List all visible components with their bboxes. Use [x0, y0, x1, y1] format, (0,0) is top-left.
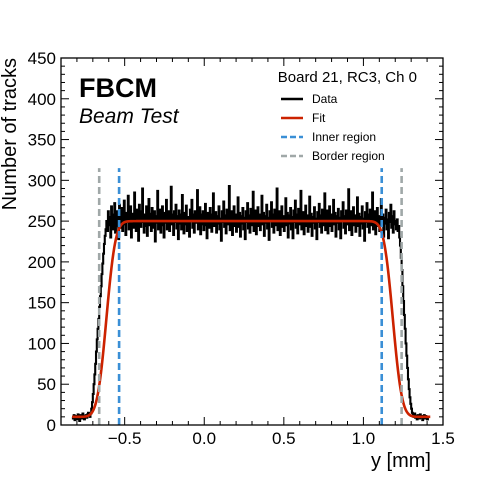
x-tick-label: −0.5 — [108, 429, 142, 448]
axis-tick-labels: −0.5 0.0 0.5 1.0 1.5 0 50 100 150 200 250 300 350 400… — [28, 49, 455, 448]
y-tick-label: 400 — [28, 90, 56, 109]
x-tick-label: 1.5 — [431, 429, 455, 448]
x-tick-label: 1.0 — [352, 429, 376, 448]
legend-label: Fit — [312, 111, 326, 125]
y-tick-label: 50 — [37, 375, 56, 394]
y-tick-label: 350 — [28, 131, 56, 150]
y-axis-label: Number of tracks — [0, 58, 21, 210]
legend-label: Inner region — [312, 130, 376, 144]
y-tick-label: 250 — [28, 212, 56, 231]
plot-content — [71, 168, 431, 425]
legend: Data Fit Inner region Border region — [281, 92, 385, 163]
y-tick-label: 450 — [28, 49, 56, 68]
legend-label: Border region — [312, 149, 385, 163]
fit-curve — [72, 219, 431, 419]
experiment-sublabel: Beam Test — [79, 105, 180, 128]
legend-title: Board 21, RC3, Ch 0 — [278, 69, 417, 86]
y-tick-label: 300 — [28, 171, 56, 190]
y-tick-label: 200 — [28, 253, 56, 272]
legend-label: Data — [312, 92, 338, 106]
y-tick-label: 100 — [28, 334, 56, 353]
x-tick-label: 0.0 — [192, 429, 216, 448]
axis-ticks — [60, 57, 444, 426]
y-tick-label: 0 — [47, 416, 56, 435]
x-tick-label: 0.5 — [272, 429, 296, 448]
x-axis-label: y [mm] — [371, 450, 431, 472]
experiment-label: FBCM — [79, 73, 157, 103]
y-tick-label: 150 — [28, 294, 56, 313]
